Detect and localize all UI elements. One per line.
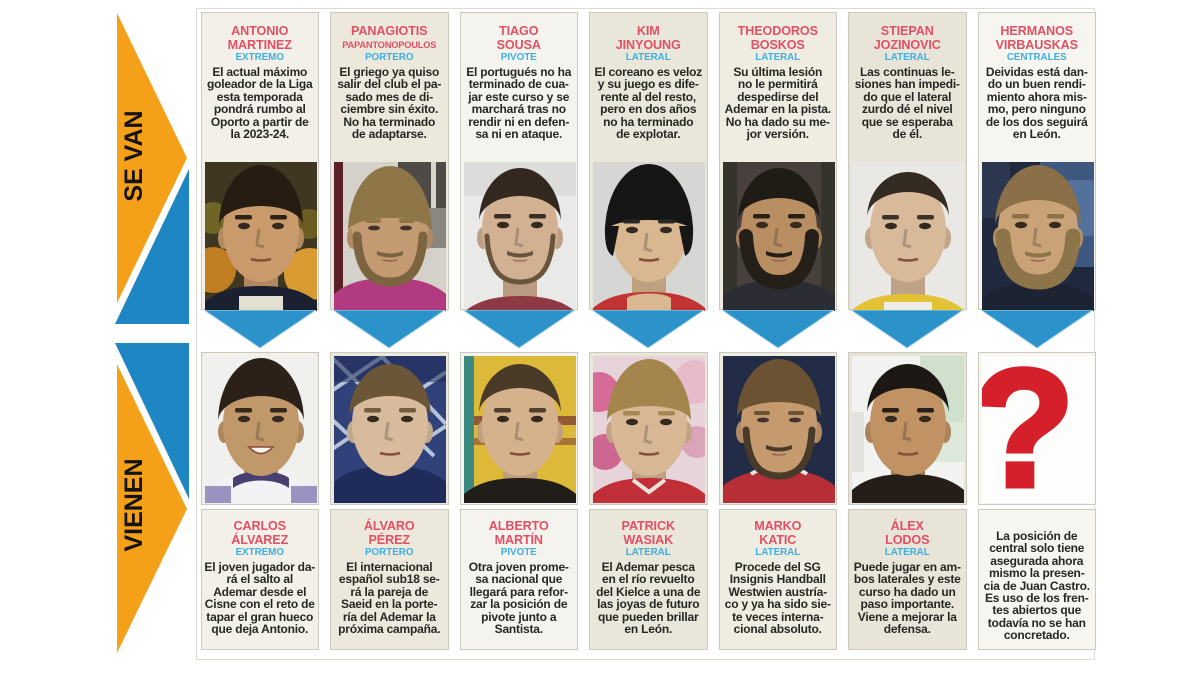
svg-text:SE VAN: SE VAN <box>120 110 148 201</box>
svg-text:VIENEN: VIENEN <box>120 458 148 551</box>
